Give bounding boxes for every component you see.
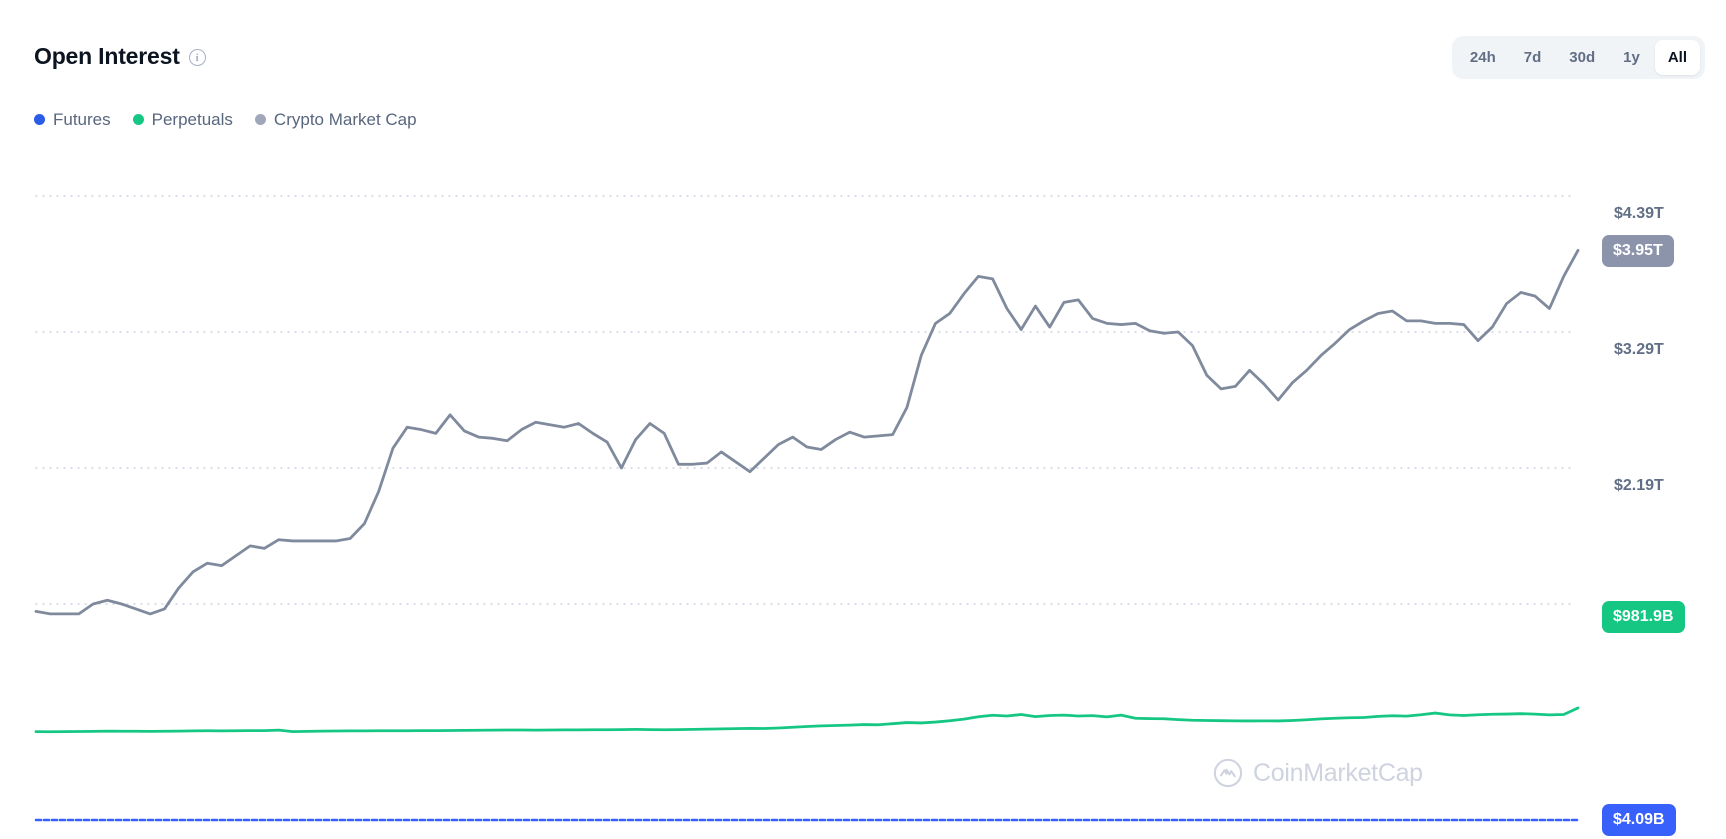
watermark-text: CoinMarketCap [1253, 758, 1423, 787]
coinmarketcap-watermark: CoinMarketCap [1213, 758, 1423, 788]
legend-item-futures[interactable]: Futures [34, 111, 111, 128]
range-option-all[interactable]: All [1654, 40, 1700, 75]
page-title: Open Interest [34, 43, 180, 69]
y-axis-label: $3.29T [1614, 341, 1664, 358]
series-line-crypto-market-cap [34, 249, 1580, 616]
y-axis-label: $4.39T [1614, 205, 1664, 222]
range-option-1y[interactable]: 1y [1610, 40, 1653, 75]
y-axis-label: $2.19T [1614, 477, 1664, 494]
legend-item-perpetuals[interactable]: Perpetuals [132, 110, 233, 129]
legend-dot-icon [254, 114, 266, 125]
chart-legend: Futures Perpetuals Crypto Market Cap [34, 111, 417, 128]
series-line-perpetuals [34, 706, 1580, 734]
legend-dot-icon [132, 114, 144, 125]
coinmarketcap-logo-icon [1213, 758, 1243, 788]
time-range-selector[interactable]: 24h 7d 30d 1y All [1451, 36, 1705, 79]
legend-label: Futures [53, 110, 111, 129]
legend-label: Perpetuals [151, 110, 233, 129]
range-option-30d[interactable]: 30d [1556, 40, 1608, 75]
range-option-24h[interactable]: 24h [1457, 40, 1509, 75]
title-row: Open Interest i [34, 45, 206, 68]
chart-svg [34, 195, 1580, 822]
chart-area: $4.39T $3.29T $2.19T $3.95T $981.9B $4.09B C… [0, 160, 1726, 839]
value-badge-perpetuals: $981.9B [1602, 601, 1685, 634]
legend-dot-icon [34, 114, 45, 125]
chart-header: Open Interest i 24h 7d 30d 1y All [0, 0, 1726, 100]
legend-label: Crypto Market Cap [273, 110, 417, 129]
value-badge-futures: $4.09B [1602, 804, 1676, 836]
range-option-7d[interactable]: 7d [1511, 40, 1555, 75]
value-badge-crypto-market-cap: $3.95T [1602, 235, 1674, 268]
info-icon[interactable]: i [188, 49, 206, 66]
legend-item-crypto-market-cap[interactable]: Crypto Market Cap [254, 110, 417, 129]
